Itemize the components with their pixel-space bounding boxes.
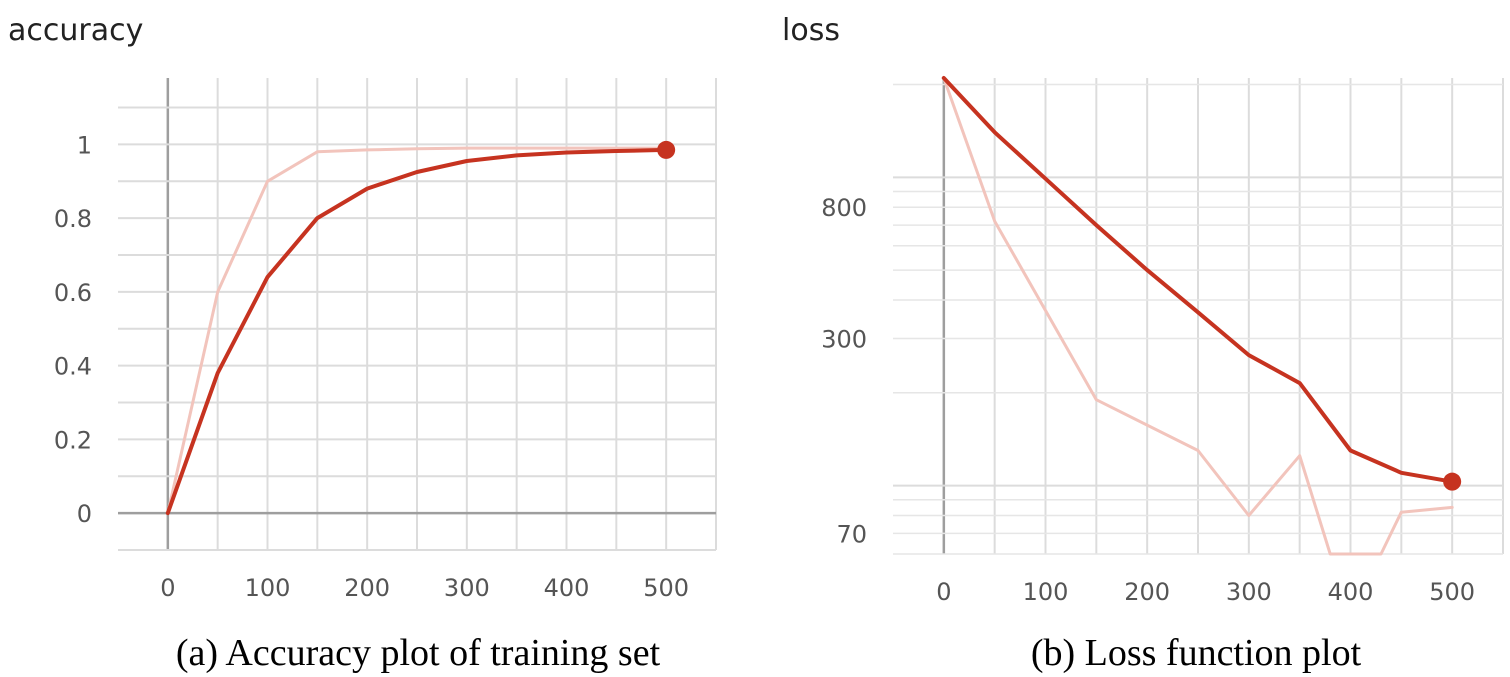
accuracy-y-ticks: 0 0.2 0.4 0.6 0.8 1 [54, 131, 92, 528]
accuracy-caption: (a) Accuracy plot of training set [176, 632, 661, 674]
acc-x-tick-label: 100 [245, 574, 291, 602]
acc-x-tick-label: 500 [643, 574, 689, 602]
loss-caption: (b) Loss function plot [1031, 632, 1362, 674]
loss-y-tick-label: 800 [821, 194, 867, 222]
acc-y-tick-label: 0.4 [54, 353, 92, 381]
loss-y-tick-label: 70 [836, 520, 867, 548]
loss-x-tick-label: 200 [1124, 578, 1170, 606]
acc-y-tick-label: 0.8 [54, 205, 92, 233]
loss-x-tick-label: 100 [1023, 578, 1069, 606]
acc-end-marker [657, 140, 676, 159]
loss-x-ticks: 0 100 200 300 400 500 [936, 578, 1475, 606]
loss-x-tick-label: 500 [1429, 578, 1475, 606]
accuracy-chart: accuracy 0 100 200 300 400 500 0 0.2 0.4 0.6 0.8 1… [8, 13, 717, 674]
accuracy-grid [118, 78, 717, 551]
loss-x-tick-label: 400 [1328, 578, 1374, 606]
loss-y-tick-label: 300 [821, 326, 867, 354]
loss-chart: loss 0 100 200 300 400 500 70 300 800 (b) Loss … [782, 13, 1504, 674]
acc-line-raw [166, 146, 668, 515]
acc-line-smoothed [165, 147, 669, 516]
loss-grid [893, 78, 1504, 555]
loss-end-marker [1443, 472, 1462, 491]
accuracy-x-ticks: 0 100 200 300 400 500 [160, 574, 689, 602]
accuracy-title: accuracy [8, 13, 143, 48]
loss-y-ticks: 70 300 800 [821, 194, 867, 548]
loss-line-smoothed [941, 76, 1455, 484]
accuracy-series [165, 140, 676, 516]
loss-series [941, 76, 1462, 556]
acc-y-tick-label: 0.6 [54, 279, 92, 307]
acc-y-tick-label: 0 [77, 500, 92, 528]
loss-line-raw [942, 76, 1454, 556]
acc-x-tick-label: 0 [160, 574, 175, 602]
loss-x-tick-label: 0 [936, 578, 951, 606]
loss-title: loss [782, 13, 840, 48]
loss-x-tick-label: 300 [1226, 578, 1272, 606]
acc-y-tick-label: 1 [77, 131, 92, 159]
acc-y-tick-label: 0.2 [54, 426, 92, 454]
acc-x-tick-label: 400 [544, 574, 590, 602]
acc-x-tick-label: 200 [344, 574, 390, 602]
acc-x-tick-label: 300 [444, 574, 490, 602]
